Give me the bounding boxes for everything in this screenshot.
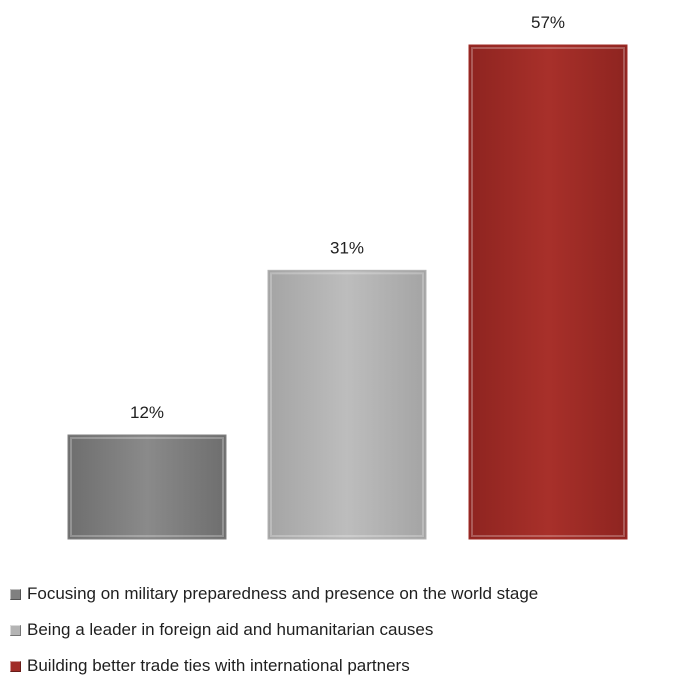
bar-bevel-trade bbox=[471, 47, 625, 537]
data-label-trade: 57% bbox=[531, 13, 565, 32]
legend-item-trade: Building better trade ties with internat… bbox=[10, 654, 690, 678]
legend-item-foreign-aid: Being a leader in foreign aid and humani… bbox=[10, 618, 690, 642]
legend-swatch-foreign-aid bbox=[10, 624, 21, 636]
bar-chart: 12% 31% 57% bbox=[67, 13, 628, 540]
legend-item-military: Focusing on military preparedness and pr… bbox=[10, 582, 690, 606]
bar-bevel-foreign-aid bbox=[270, 272, 424, 537]
bar-military bbox=[67, 434, 227, 540]
legend-label-foreign-aid: Being a leader in foreign aid and humani… bbox=[27, 620, 434, 639]
legend-swatch-trade bbox=[10, 660, 21, 672]
data-labels-layer: 12% 31% 57% bbox=[130, 13, 565, 422]
chart-legend: Focusing on military preparedness and pr… bbox=[10, 582, 690, 690]
bar-foreign-aid bbox=[267, 269, 427, 540]
bars-layer bbox=[67, 44, 628, 540]
legend-swatch-military bbox=[10, 588, 21, 600]
data-label-military: 12% bbox=[130, 403, 164, 422]
data-label-foreign-aid: 31% bbox=[330, 238, 364, 257]
bar-bevel-military bbox=[70, 437, 224, 537]
legend-label-military: Focusing on military preparedness and pr… bbox=[27, 584, 539, 603]
bar-trade bbox=[468, 44, 628, 540]
legend-label-trade: Building better trade ties with internat… bbox=[27, 656, 410, 675]
